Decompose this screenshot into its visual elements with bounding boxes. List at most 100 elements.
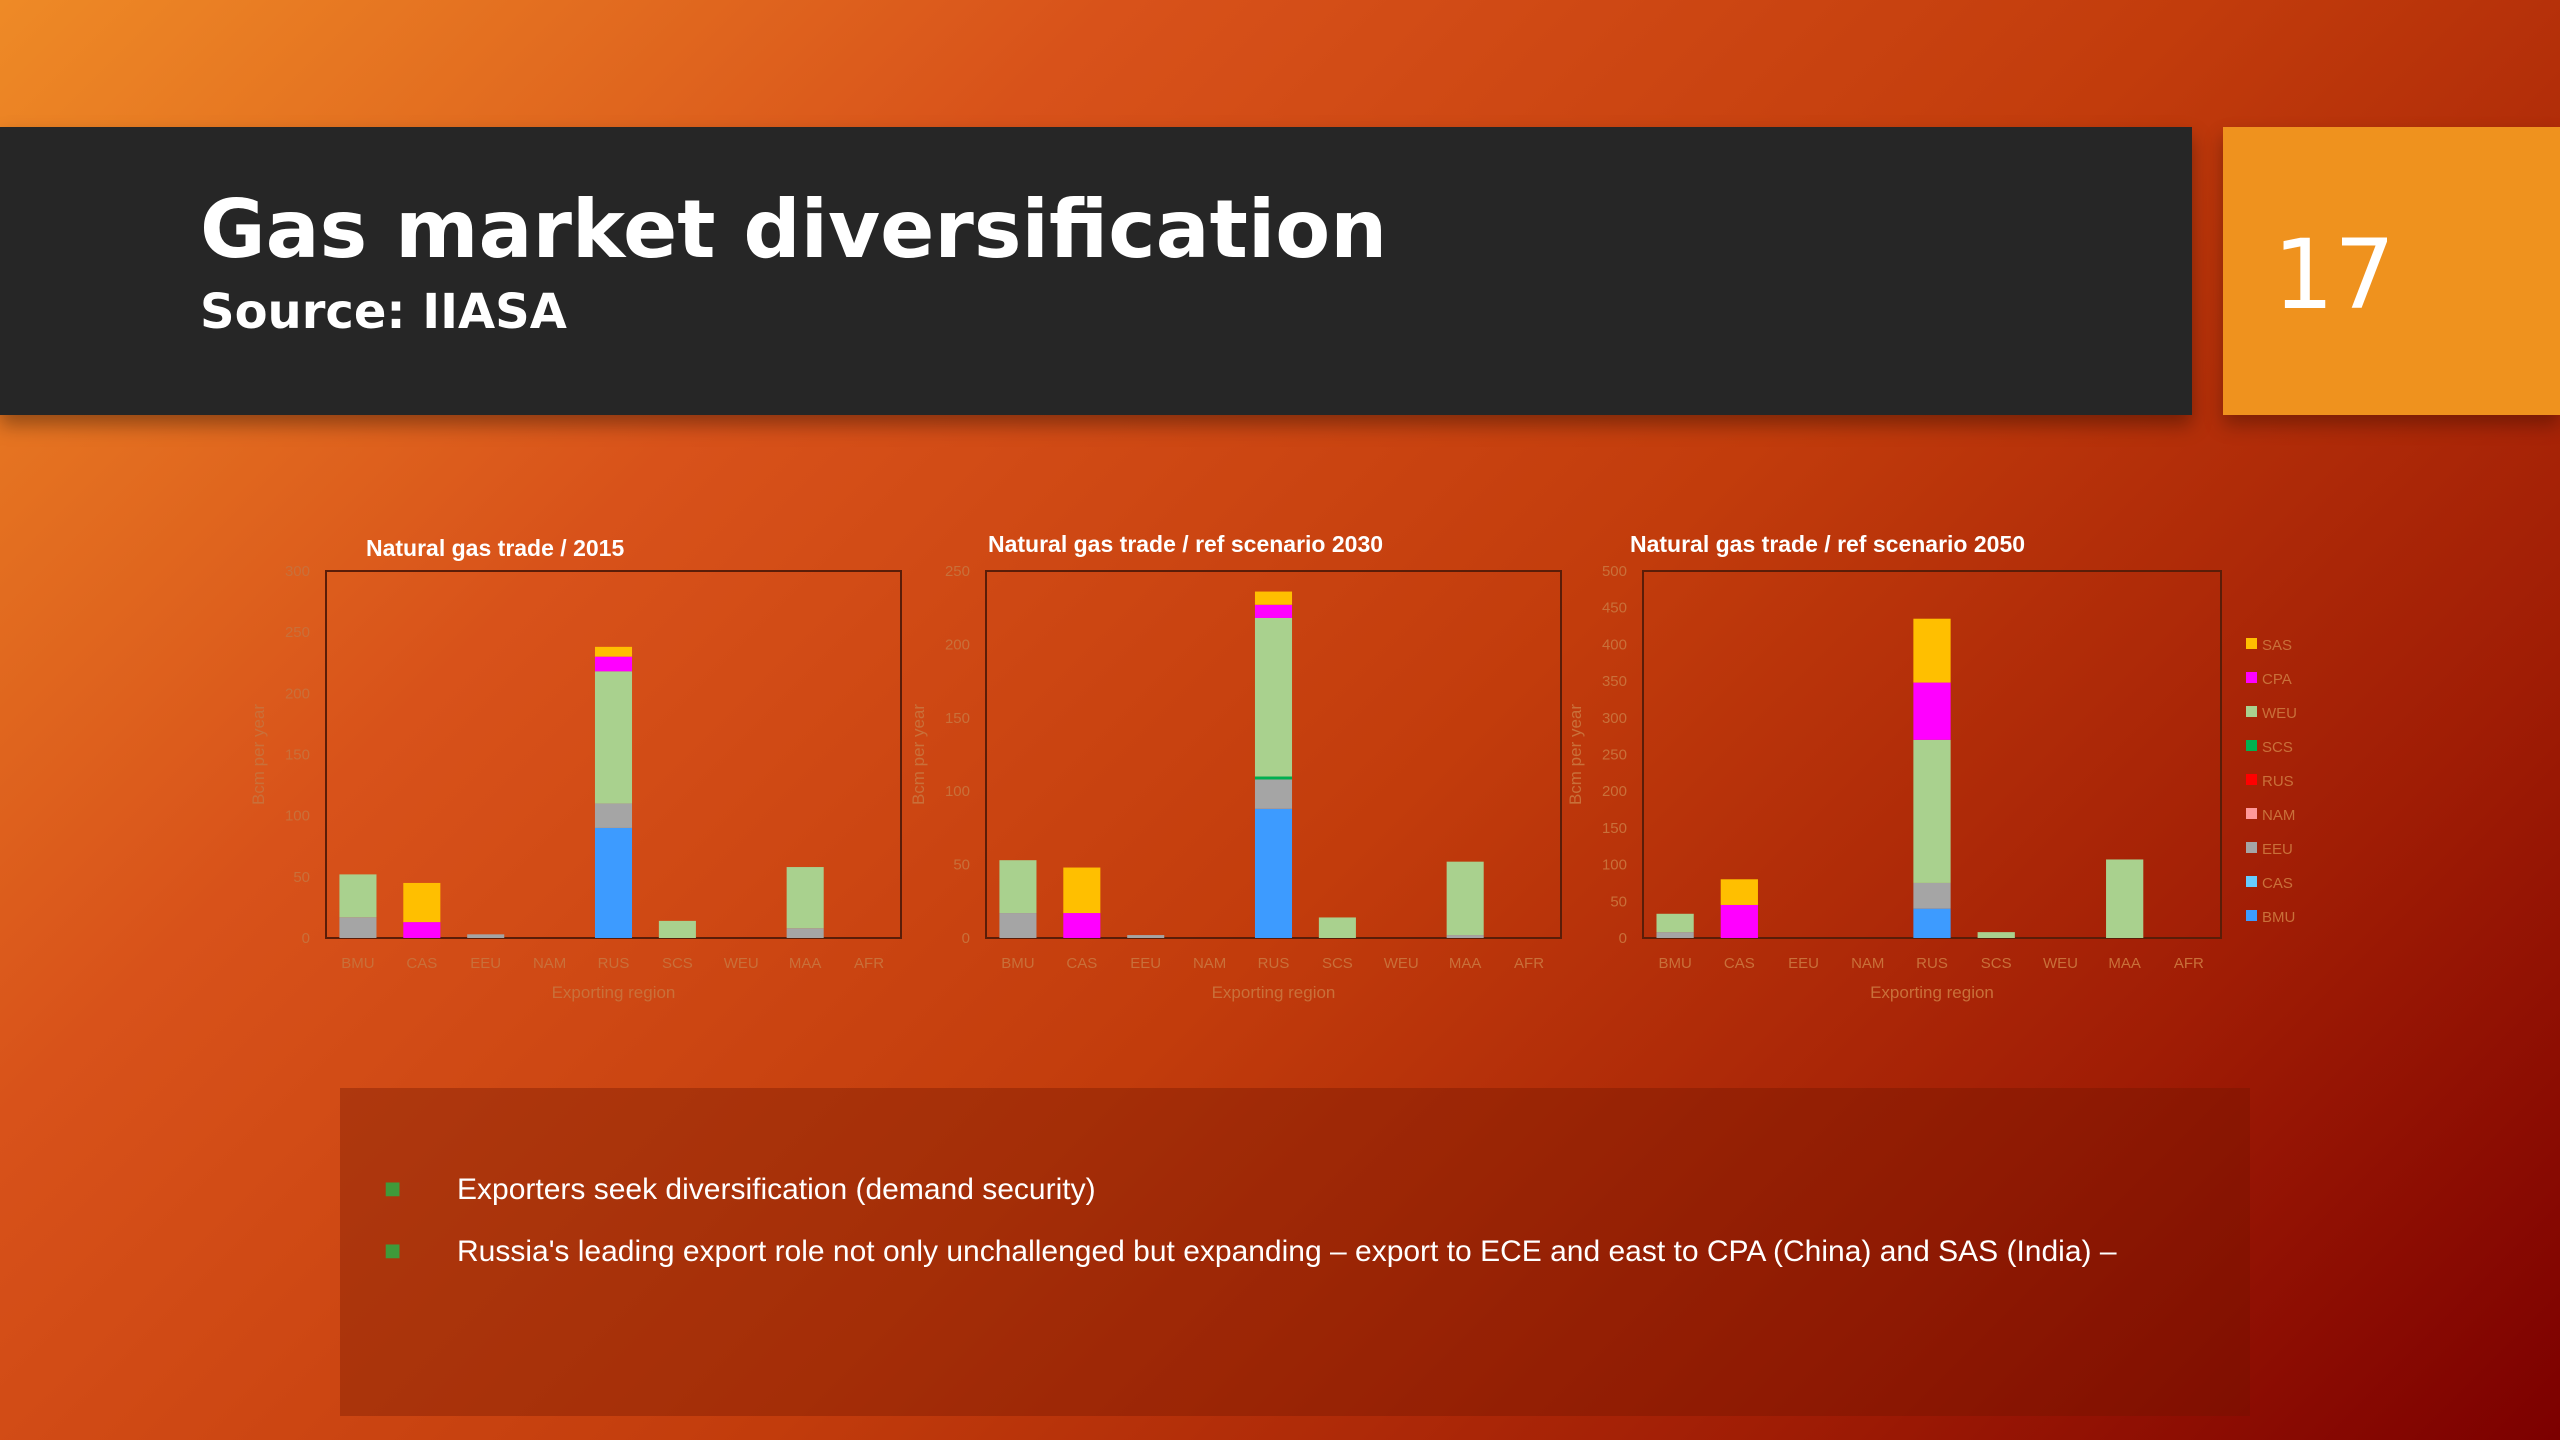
y-tick-label: 50	[1610, 893, 1627, 910]
title-band	[0, 127, 2192, 415]
y-tick-label: 200	[1602, 783, 1627, 800]
bar-segment	[594, 671, 633, 804]
bar-segment	[1254, 808, 1293, 938]
y-tick-label: 300	[285, 563, 310, 580]
x-tick-label: AFR	[2174, 955, 2204, 972]
x-tick-label: SCS	[1981, 955, 2012, 972]
legend-label: EEU	[2262, 841, 2293, 858]
x-tick-label: RUS	[1258, 955, 1290, 972]
bar-segment	[1254, 604, 1293, 618]
y-tick-label: 0	[302, 930, 310, 947]
x-axis-label: Exporting region	[1870, 983, 1994, 1002]
x-tick-label: RUS	[598, 955, 630, 972]
y-tick-label: 100	[285, 808, 310, 825]
legend-label: SCS	[2262, 739, 2293, 756]
bar-segment	[1977, 932, 2015, 938]
bar-segment	[999, 860, 1037, 914]
bar-segment	[658, 920, 696, 938]
x-tick-label: CAS	[406, 955, 437, 972]
y-tick-label: 450	[1602, 600, 1627, 617]
bar-segment	[1446, 861, 1484, 936]
x-tick-label: WEU	[1384, 955, 1419, 972]
y-tick-label: 50	[953, 857, 970, 874]
legend-label: SAS	[2262, 637, 2292, 654]
y-tick-label: 350	[1602, 673, 1627, 690]
bar-segment	[1913, 682, 1951, 740]
x-tick-label: MAA	[1449, 955, 1482, 972]
x-axis-label: Exporting region	[552, 983, 676, 1002]
x-tick-label: RUS	[1916, 955, 1948, 972]
y-tick-label: 250	[285, 624, 310, 641]
x-tick-label: BMU	[1658, 955, 1691, 972]
x-tick-label: NAM	[1851, 955, 1884, 972]
bar-segment	[1254, 617, 1293, 777]
y-tick-label: 150	[945, 710, 970, 727]
legend-label: NAM	[2262, 807, 2295, 824]
legend-label: CPA	[2262, 671, 2292, 688]
bar-segment	[1720, 879, 1758, 905]
y-tick-label: 50	[293, 869, 310, 886]
legend-swatch	[2246, 808, 2257, 819]
x-tick-label: WEU	[724, 955, 759, 972]
legend-swatch	[2246, 672, 2257, 683]
legend-swatch	[2246, 774, 2257, 785]
bar-segment	[594, 803, 633, 828]
slide-subtitle: Source: IIASA	[200, 284, 567, 340]
charts-area: Natural gas trade / 2015 0 50 100 150 200 250 3…	[249, 531, 2297, 1002]
chart-title: Natural gas trade / ref scenario 2050	[1630, 531, 2025, 557]
chart-title: Natural gas trade / ref scenario 2030	[988, 531, 1383, 557]
x-tick-label: CAS	[1724, 955, 1755, 972]
x-tick-label: MAA	[2108, 955, 2141, 972]
bar-segment	[786, 928, 824, 938]
bar-segment	[1656, 932, 1694, 938]
bullet-text: Russia's leading export role not only un…	[457, 1235, 2117, 1268]
x-tick-label: NAM	[1193, 955, 1226, 972]
bar-segment	[1720, 904, 1758, 938]
y-tick-label: 200	[285, 685, 310, 702]
y-tick-label: 300	[1602, 710, 1627, 727]
x-tick-label: EEU	[1130, 955, 1161, 972]
x-tick-label: BMU	[1001, 955, 1034, 972]
y-tick-label: 100	[1602, 857, 1627, 874]
y-tick-label: 200	[945, 636, 970, 653]
legend-swatch	[2246, 842, 2257, 853]
x-tick-label: CAS	[1066, 955, 1097, 972]
y-axis-label: Bcm per year	[909, 704, 928, 805]
legend-label: RUS	[2262, 773, 2294, 790]
x-tick-label: BMU	[341, 955, 374, 972]
y-tick-label: 0	[1619, 930, 1627, 947]
bar-segment	[1127, 935, 1165, 938]
bar-segment	[1913, 618, 1951, 683]
legend-swatch	[2246, 638, 2257, 649]
bar-segment	[594, 656, 633, 672]
legend-swatch	[2246, 706, 2257, 717]
bar-segment	[1063, 867, 1101, 914]
bullet-icon: ■	[384, 1240, 402, 1261]
legend-label: CAS	[2262, 875, 2293, 892]
y-axis-label: Bcm per year	[1566, 704, 1585, 805]
y-tick-label: 400	[1602, 636, 1627, 653]
x-tick-label: NAM	[533, 955, 566, 972]
y-tick-label: 250	[945, 563, 970, 580]
bar-segment	[1254, 779, 1293, 809]
bar-segment	[999, 913, 1037, 938]
x-tick-label: MAA	[789, 955, 822, 972]
x-axis-label: Exporting region	[1212, 983, 1336, 1002]
bar-segment	[1913, 882, 1951, 909]
bar-segment	[1318, 917, 1356, 938]
bar-segment	[1913, 908, 1951, 938]
bullet-text: Exporters seek diversification (demand s…	[457, 1173, 1096, 1206]
bar-segment	[2106, 859, 2144, 938]
bar-segment	[786, 867, 824, 929]
y-tick-label: 100	[945, 783, 970, 800]
legend-swatch	[2246, 876, 2257, 887]
bullet-panel: ■ Exporters seek diversification (demand…	[340, 1088, 2250, 1416]
bar-segment	[1913, 739, 1951, 883]
bar-segment	[594, 646, 633, 657]
bullet-icon: ■	[384, 1178, 402, 1199]
bar-segment	[1446, 935, 1484, 938]
bar-segment	[594, 827, 633, 938]
bar-segment	[339, 874, 377, 918]
x-tick-label: EEU	[470, 955, 501, 972]
y-tick-label: 150	[1602, 820, 1627, 837]
